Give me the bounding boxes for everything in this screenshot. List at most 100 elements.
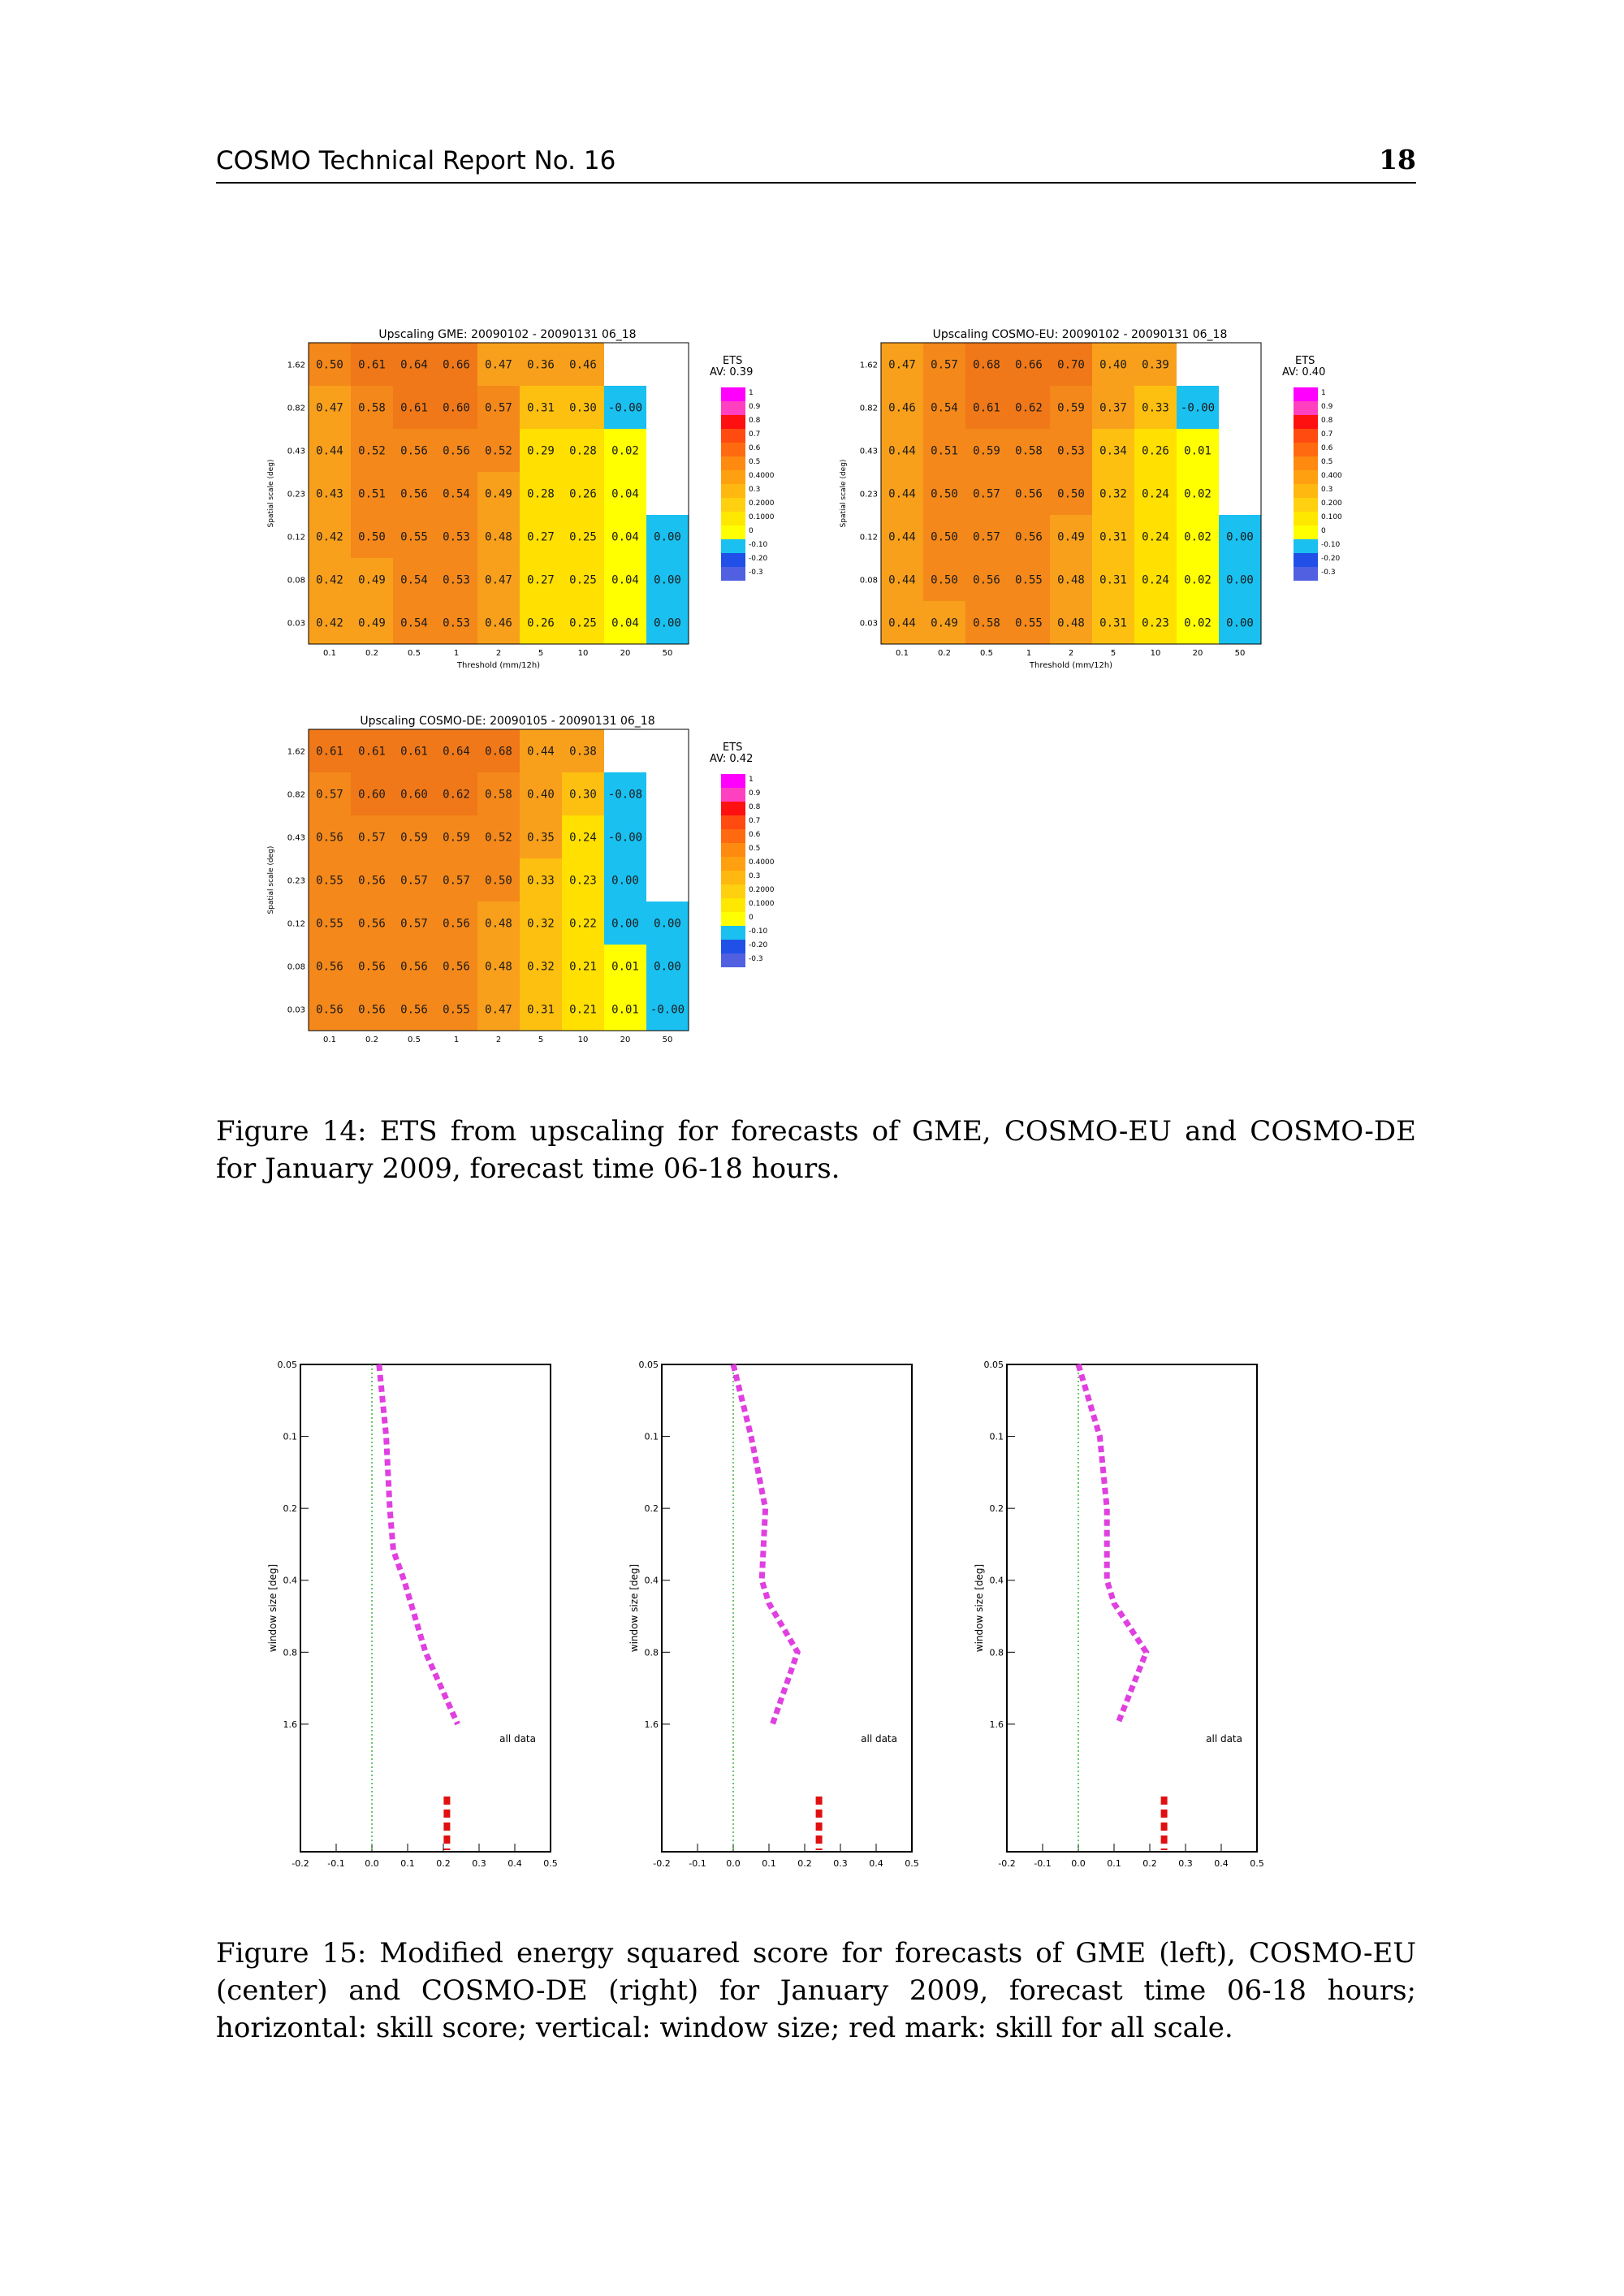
legend-label: 0.3 xyxy=(749,486,760,494)
cell-value: 0.00 xyxy=(611,918,639,931)
heatmap-cell xyxy=(604,601,646,644)
x-tick-label: 0.2 xyxy=(365,649,378,658)
legend-swatch xyxy=(721,912,745,926)
cell-value: 0.31 xyxy=(1099,574,1127,587)
heatmap-cell xyxy=(393,902,435,945)
heatmap-cell xyxy=(477,772,520,815)
heatmap-cell xyxy=(351,429,393,472)
y-tick-label: 1.6 xyxy=(283,1719,298,1730)
cell-value: 0.24 xyxy=(1142,531,1169,544)
cell-value: 0.44 xyxy=(888,445,916,458)
plot-frame xyxy=(300,1364,551,1853)
y-tick-label: 0.03 xyxy=(860,620,878,629)
heatmap-cell xyxy=(435,815,477,858)
cell-value: 0.49 xyxy=(358,574,386,587)
legend-swatch xyxy=(721,940,745,953)
y-tick-label: 0.12 xyxy=(287,920,305,929)
y-tick-label: 0.43 xyxy=(287,834,305,843)
heatmap-cell xyxy=(646,858,689,902)
heatmap-cell xyxy=(646,772,689,815)
heatmap-cell xyxy=(1177,386,1219,429)
heatmap-cell xyxy=(562,472,604,515)
cell-value: 0.25 xyxy=(569,531,597,544)
skill-curve xyxy=(730,1364,801,1726)
cell-value: 0.55 xyxy=(400,531,428,544)
y-axis-label: Spatial scale (deg) xyxy=(840,460,848,528)
y-tick-label: 0.43 xyxy=(287,448,305,456)
legend-swatch xyxy=(721,884,745,898)
y-axis-label: Spatial scale (deg) xyxy=(267,460,275,528)
legend-label: 0.5 xyxy=(1321,458,1332,466)
heatmap-cell xyxy=(435,945,477,988)
y-tick-label: 0.23 xyxy=(287,491,305,499)
legend-title: ETS xyxy=(1295,355,1315,367)
y-tick-label: 1.62 xyxy=(287,748,305,757)
heatmap-cell xyxy=(604,386,646,429)
cell-value: 0.48 xyxy=(485,918,512,931)
heatmap-cell xyxy=(562,429,604,472)
legend-swatch xyxy=(721,553,745,567)
x-tick-label: -0.1 xyxy=(689,1858,706,1869)
cell-value: 0.01 xyxy=(611,961,639,974)
cell-value: 0.02 xyxy=(1184,531,1212,544)
x-tick-label: 0.0 xyxy=(365,1858,379,1869)
legend-label: 0.2000 xyxy=(749,886,775,894)
heatmap-cell xyxy=(435,429,477,472)
x-tick-label: -0.2 xyxy=(292,1858,309,1869)
cell-value: 0.49 xyxy=(485,488,512,501)
cell-value: 0.28 xyxy=(569,445,597,458)
y-tick-label: 0.05 xyxy=(639,1360,659,1370)
line-plot-cosmo-de: -0.2 -0.1 0.0 0.1 0.2 0.3 0.4 0.5 0.05 0.1 0.2 0.4 0… xyxy=(974,1360,1264,1869)
y-tick-label: 0.82 xyxy=(860,404,878,413)
cell-value: 0.57 xyxy=(485,402,512,415)
x-tick-label: 10 xyxy=(578,1036,589,1044)
x-axis-label: Threshold (mm/12h) xyxy=(1029,661,1112,670)
cell-value: 0.00 xyxy=(1226,617,1254,630)
x-tick-label: 0.1 xyxy=(323,1036,336,1044)
heatmap-cell xyxy=(1177,601,1219,644)
legend-label: 0.8 xyxy=(749,803,761,811)
heatmap-cell xyxy=(646,515,689,558)
legend-label: 0.6 xyxy=(1321,444,1333,452)
x-tick-label: -0.1 xyxy=(1034,1858,1051,1869)
heatmap-cell xyxy=(923,472,965,515)
y-tick-label: 0.8 xyxy=(990,1647,1004,1658)
heatmap-cell xyxy=(393,343,435,386)
heatmap-cell xyxy=(646,343,689,386)
cell-value: 0.02 xyxy=(611,445,639,458)
heatmap-cell xyxy=(393,945,435,988)
all-data-label: all data xyxy=(499,1733,536,1745)
cell-value: 0.62 xyxy=(443,789,470,802)
heatmap-cell xyxy=(1008,558,1050,601)
x-tick-label: 0.4 xyxy=(869,1858,883,1869)
heatmap-cell xyxy=(477,472,520,515)
x-tick-label: -0.1 xyxy=(327,1858,344,1869)
legend-label: -0.3 xyxy=(749,955,763,963)
legend-label: 0.400 xyxy=(1321,472,1342,480)
figure-15: -0.2 -0.1 0.0 0.1 0.2 0.3 0.4 0.5 0.05 0.1 0.2 0.4 0… xyxy=(267,1360,1264,1869)
heatmap-cell xyxy=(435,858,477,902)
cell-value: 0.62 xyxy=(1015,402,1043,415)
cell-value: 0.52 xyxy=(485,445,512,458)
heatmap-cell xyxy=(562,515,604,558)
x-axis-label: Threshold (mm/12h) xyxy=(456,661,540,670)
cell-value: 0.60 xyxy=(443,402,470,415)
y-tick-label: 0.2 xyxy=(645,1503,659,1514)
legend-label: 0.6 xyxy=(749,444,761,452)
x-tick-label: 0.2 xyxy=(938,649,951,658)
legend-label: 0.3 xyxy=(749,872,760,880)
x-tick-label: 0.5 xyxy=(980,649,993,658)
legend-swatch xyxy=(721,443,745,456)
heatmap-cell xyxy=(646,729,689,772)
legend-swatch xyxy=(721,774,745,788)
cell-value: 0.57 xyxy=(973,531,1000,544)
cell-value: 0.04 xyxy=(611,617,639,630)
heatmap-cell xyxy=(351,815,393,858)
page-header: COSMO Technical Report No. 16 18 xyxy=(216,143,1416,184)
heatmap-cell xyxy=(1092,386,1134,429)
heatmap-cell xyxy=(435,558,477,601)
legend-swatch xyxy=(1294,401,1318,415)
heatmap-cell xyxy=(309,558,351,601)
y-tick-label: 0.12 xyxy=(287,534,305,543)
heatmap-cell xyxy=(1008,472,1050,515)
